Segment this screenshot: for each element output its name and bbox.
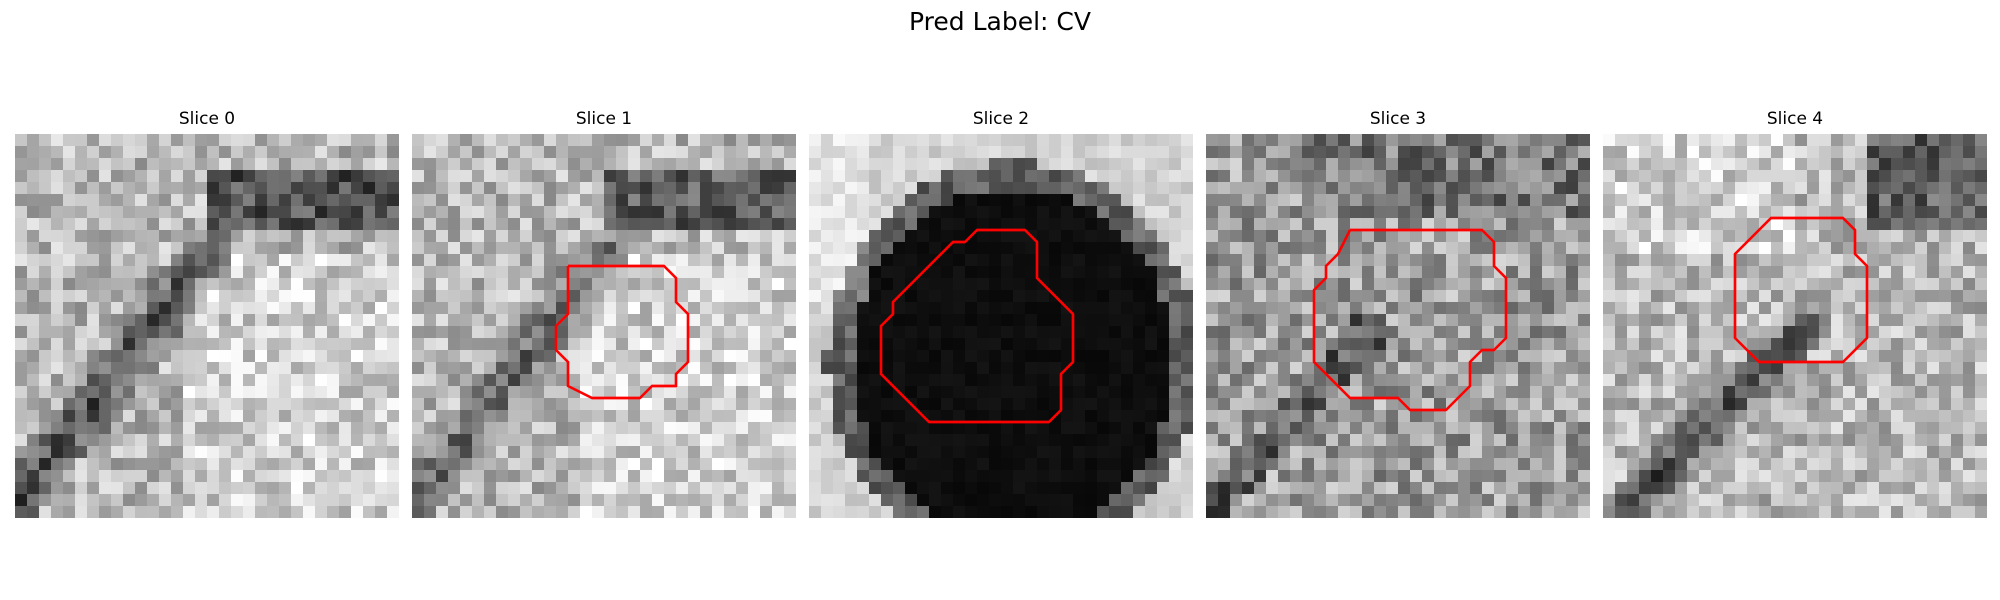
- slice-panel-0: Slice 0: [15, 108, 399, 520]
- slice-title: Slice 1: [412, 108, 796, 130]
- pixel-grid: [15, 134, 399, 518]
- slice-image: [1206, 134, 1590, 518]
- slice-title: Slice 3: [1206, 108, 1590, 130]
- pixel-grid: [412, 134, 796, 518]
- slice-title: Slice 2: [809, 108, 1193, 130]
- slice-image: [809, 134, 1193, 518]
- pixel-grid: [809, 134, 1193, 518]
- slice-image: [1603, 134, 1987, 518]
- slice-image: [412, 134, 796, 518]
- slice-panel-2: Slice 2: [809, 108, 1193, 520]
- slice-title: Slice 0: [15, 108, 399, 130]
- pixel-grid: [1603, 134, 1987, 518]
- slice-panel-4: Slice 4: [1603, 108, 1987, 520]
- pixel-grid: [1206, 134, 1590, 518]
- slice-title: Slice 4: [1603, 108, 1987, 130]
- slice-panel-3: Slice 3: [1206, 108, 1590, 520]
- figure-suptitle: Pred Label: CV: [0, 6, 2000, 38]
- slice-panel-1: Slice 1: [412, 108, 796, 520]
- slice-image: [15, 134, 399, 518]
